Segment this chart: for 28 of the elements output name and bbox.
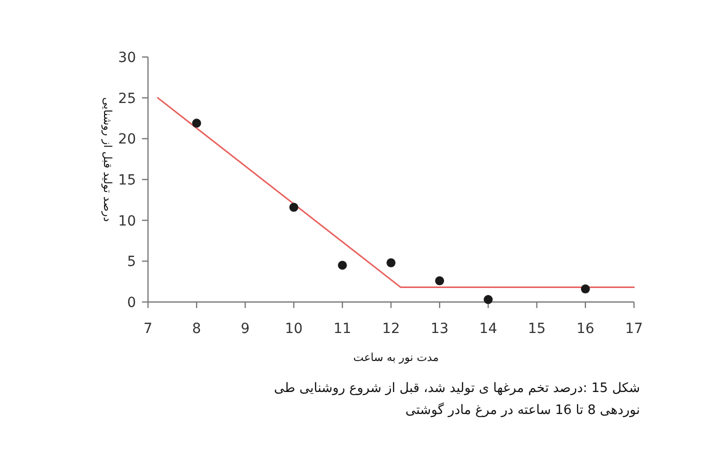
y-tick-label: 5 (127, 254, 136, 270)
x-axis-title: مدت نور به ساعت (353, 351, 439, 364)
x-tick-label: 15 (528, 321, 546, 337)
x-tick-label: 12 (382, 321, 400, 337)
point (580, 284, 590, 294)
point (484, 295, 493, 304)
x-tick-label: 8 (192, 321, 202, 337)
x-tick-label: 16 (576, 321, 594, 337)
point (289, 202, 298, 212)
x-tick-label: 7 (144, 321, 152, 337)
x-tick-label: 9 (240, 321, 250, 337)
y-tick-label: 30 (118, 50, 136, 66)
x-tick-label: 11 (333, 321, 352, 337)
point (192, 118, 202, 128)
y-tick-label: 25 (118, 90, 136, 107)
x-tick-label: 14 (479, 321, 498, 337)
text: شکل 15 :درصد تخم مرغها ی تولید شد، قبل از شروع روشنایی طی نوردهی 8 تا 16 ساعته در مرغ مادر گوشتی (273, 380, 640, 420)
y-axis-title: درصد تولید قبل از روشنایی (101, 97, 114, 222)
y-tick-label: 0 (127, 295, 136, 311)
x-tick-label: 13 (430, 321, 449, 337)
y-tick-label: 15 (118, 172, 136, 188)
y-tick-label: 20 (118, 132, 136, 148)
y-tick-label: 10 (118, 213, 136, 230)
point (386, 258, 396, 268)
point (435, 276, 444, 286)
x-tick-label: 10 (284, 321, 303, 337)
x-tick-label: 17 (625, 321, 643, 337)
point (338, 260, 347, 270)
